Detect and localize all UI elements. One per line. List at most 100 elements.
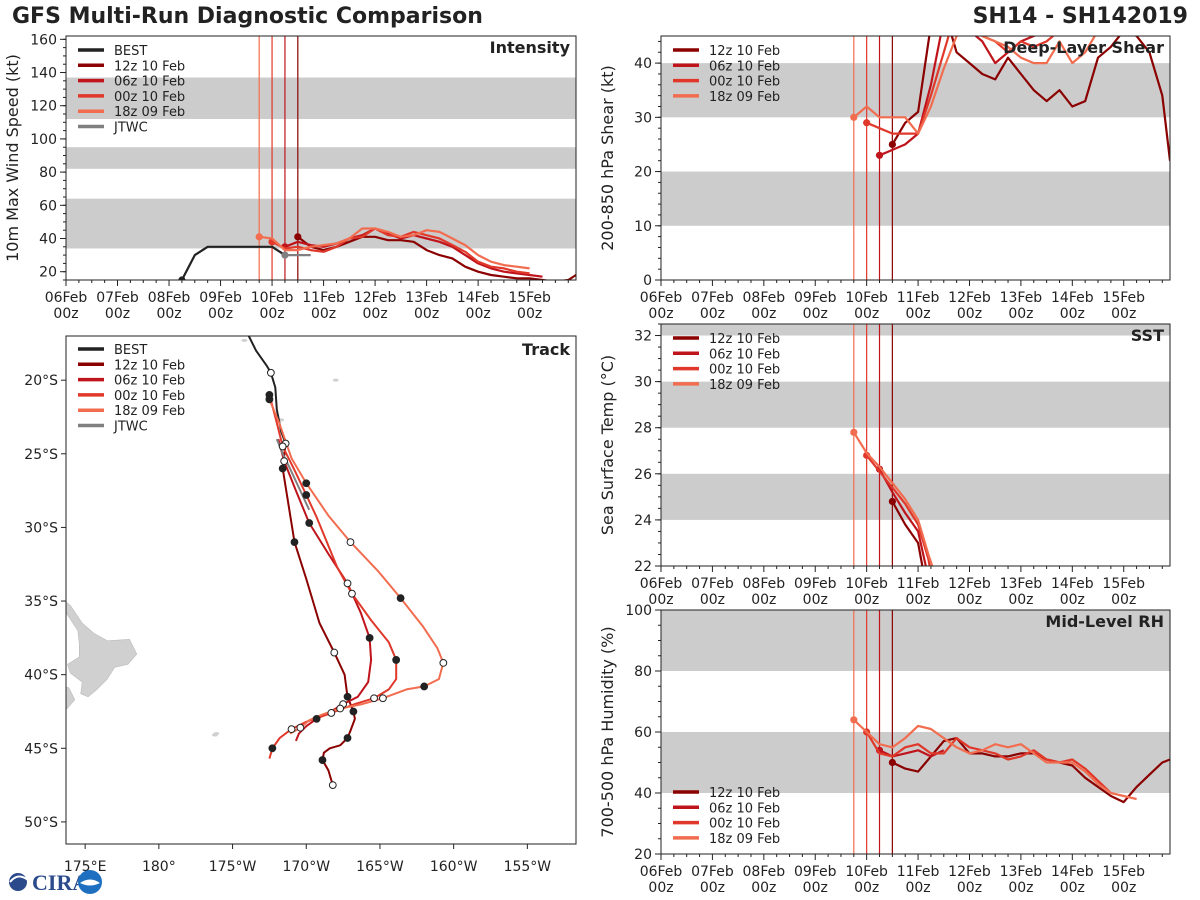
x-tick-label: 00z [803,592,828,608]
x-tick-label: 15Feb [508,290,551,306]
track-marker [336,704,345,713]
track-marker [302,479,311,488]
y-axis-label: Sea Surface Temp (°C) [598,355,617,535]
shaded-band [66,198,576,249]
track-marker [318,756,327,764]
x-tick-label: 00z [751,592,776,608]
panel-title: SST [1131,326,1164,345]
shaded-band [661,473,1170,520]
y-axis-label: 700-500 hPa Humidity (%) [598,626,617,837]
lat-tick-label: 40°S [24,668,58,684]
x-tick-label: 15Feb [1102,290,1145,306]
chart-title: GFS Multi-Run Diagnostic Comparison [12,4,483,29]
track-marker [265,395,274,404]
x-tick-label: 14Feb [1051,290,1094,306]
storm-id-label: SH14 - SH142019 [972,4,1188,29]
series-line [891,36,1170,161]
rh-series-group [850,716,1170,804]
x-tick-label: 00z [957,306,982,322]
y-axis-label: 10m Max Wind Speed (kt) [3,54,22,262]
logo-swoosh-icon [9,875,29,883]
x-tick-label: 14Feb [1051,864,1094,880]
x-tick-label: 10Feb [845,290,888,306]
x-tick-label: 00z [751,880,776,896]
x-tick-label: 08Feb [743,576,786,592]
x-tick-label: 07Feb [691,290,734,306]
track-line [277,438,373,742]
x-tick-label: 13Feb [405,290,448,306]
x-tick-label: 00z [1111,592,1136,608]
x-tick-label: 00z [208,306,233,322]
x-tick-label: 00z [517,306,542,322]
x-tick-label: 00z [700,592,725,608]
x-tick-label: 00z [1060,592,1085,608]
y-tick-label: 100 [30,132,57,148]
y-tick-label: 80 [39,165,57,181]
x-tick-label: 00z [414,306,439,322]
legend-label: JTWC [113,420,148,435]
legend-label: 00z 10 Feb [709,817,780,832]
x-tick-label: 09Feb [794,864,837,880]
y-tick-label: 30 [634,375,652,391]
x-tick-label: 00z [751,306,776,322]
x-tick-label: 00z [700,880,725,896]
axes-frame [660,323,1171,567]
x-tick-label: 00z [363,306,388,322]
lat-tick-label: 50°S [24,815,58,831]
island-shape [332,378,339,382]
track-marker [278,442,287,451]
y-tick-label: 28 [634,421,652,437]
track-marker [370,694,378,703]
x-tick-label: 08Feb [743,864,786,880]
legend-label: 12z 10 Feb [709,44,780,59]
series-line [259,227,530,270]
shear-series-group [850,36,1170,161]
lat-tick-label: 20°S [24,373,58,389]
track-marker [328,781,337,790]
x-tick-label: 00z [1060,880,1085,896]
series-start-marker [850,716,858,724]
track-marker [327,709,336,717]
track-marker [343,692,352,701]
series-start-marker [850,428,858,436]
rh-panel: 2040608010006Feb00z07Feb00z08Feb00z09Feb… [598,603,1171,896]
x-tick-label: 00z [1060,306,1085,322]
track-marker [312,714,321,723]
track-marker [305,519,314,527]
x-tick-label: 15Feb [1102,576,1145,592]
y-tick-label: 30 [634,110,652,126]
track-marker [396,594,405,602]
track-marker [346,538,355,547]
x-tick-label: 00z [803,306,828,322]
x-tick-label: 00z [803,880,828,896]
series-start-marker [863,119,871,127]
track-marker [343,734,352,742]
track-marker [343,579,352,588]
island-shape [211,733,218,737]
y-tick-label: 26 [634,467,652,483]
x-tick-label: 12Feb [948,290,991,306]
lon-tick-label: 175°W [209,859,257,875]
x-tick-label: 10Feb [845,576,888,592]
track-line [268,398,445,735]
logo-wave-icon [80,879,100,886]
track-marker [365,633,374,642]
x-tick-label: 00z [466,306,491,322]
x-tick-label: 06Feb [45,290,88,306]
x-tick-label: 09Feb [794,290,837,306]
sst-series-group [850,428,934,566]
track-marker [266,368,275,377]
x-tick-label: 12Feb [948,576,991,592]
series-start-marker [281,251,289,259]
lon-tick-label: 180° [142,859,176,875]
x-tick-label: 12Feb [948,864,991,880]
shaded-band [661,610,1170,671]
x-tick-label: 07Feb [691,864,734,880]
y-tick-label: 140 [30,66,57,82]
x-tick-label: 00z [53,306,78,322]
y-tick-label: 22 [634,559,652,575]
shaded-band [661,381,1170,428]
legend-label: 00z 10 Feb [709,75,780,90]
x-tick-label: 00z [905,880,930,896]
series-start-marker [850,113,858,121]
